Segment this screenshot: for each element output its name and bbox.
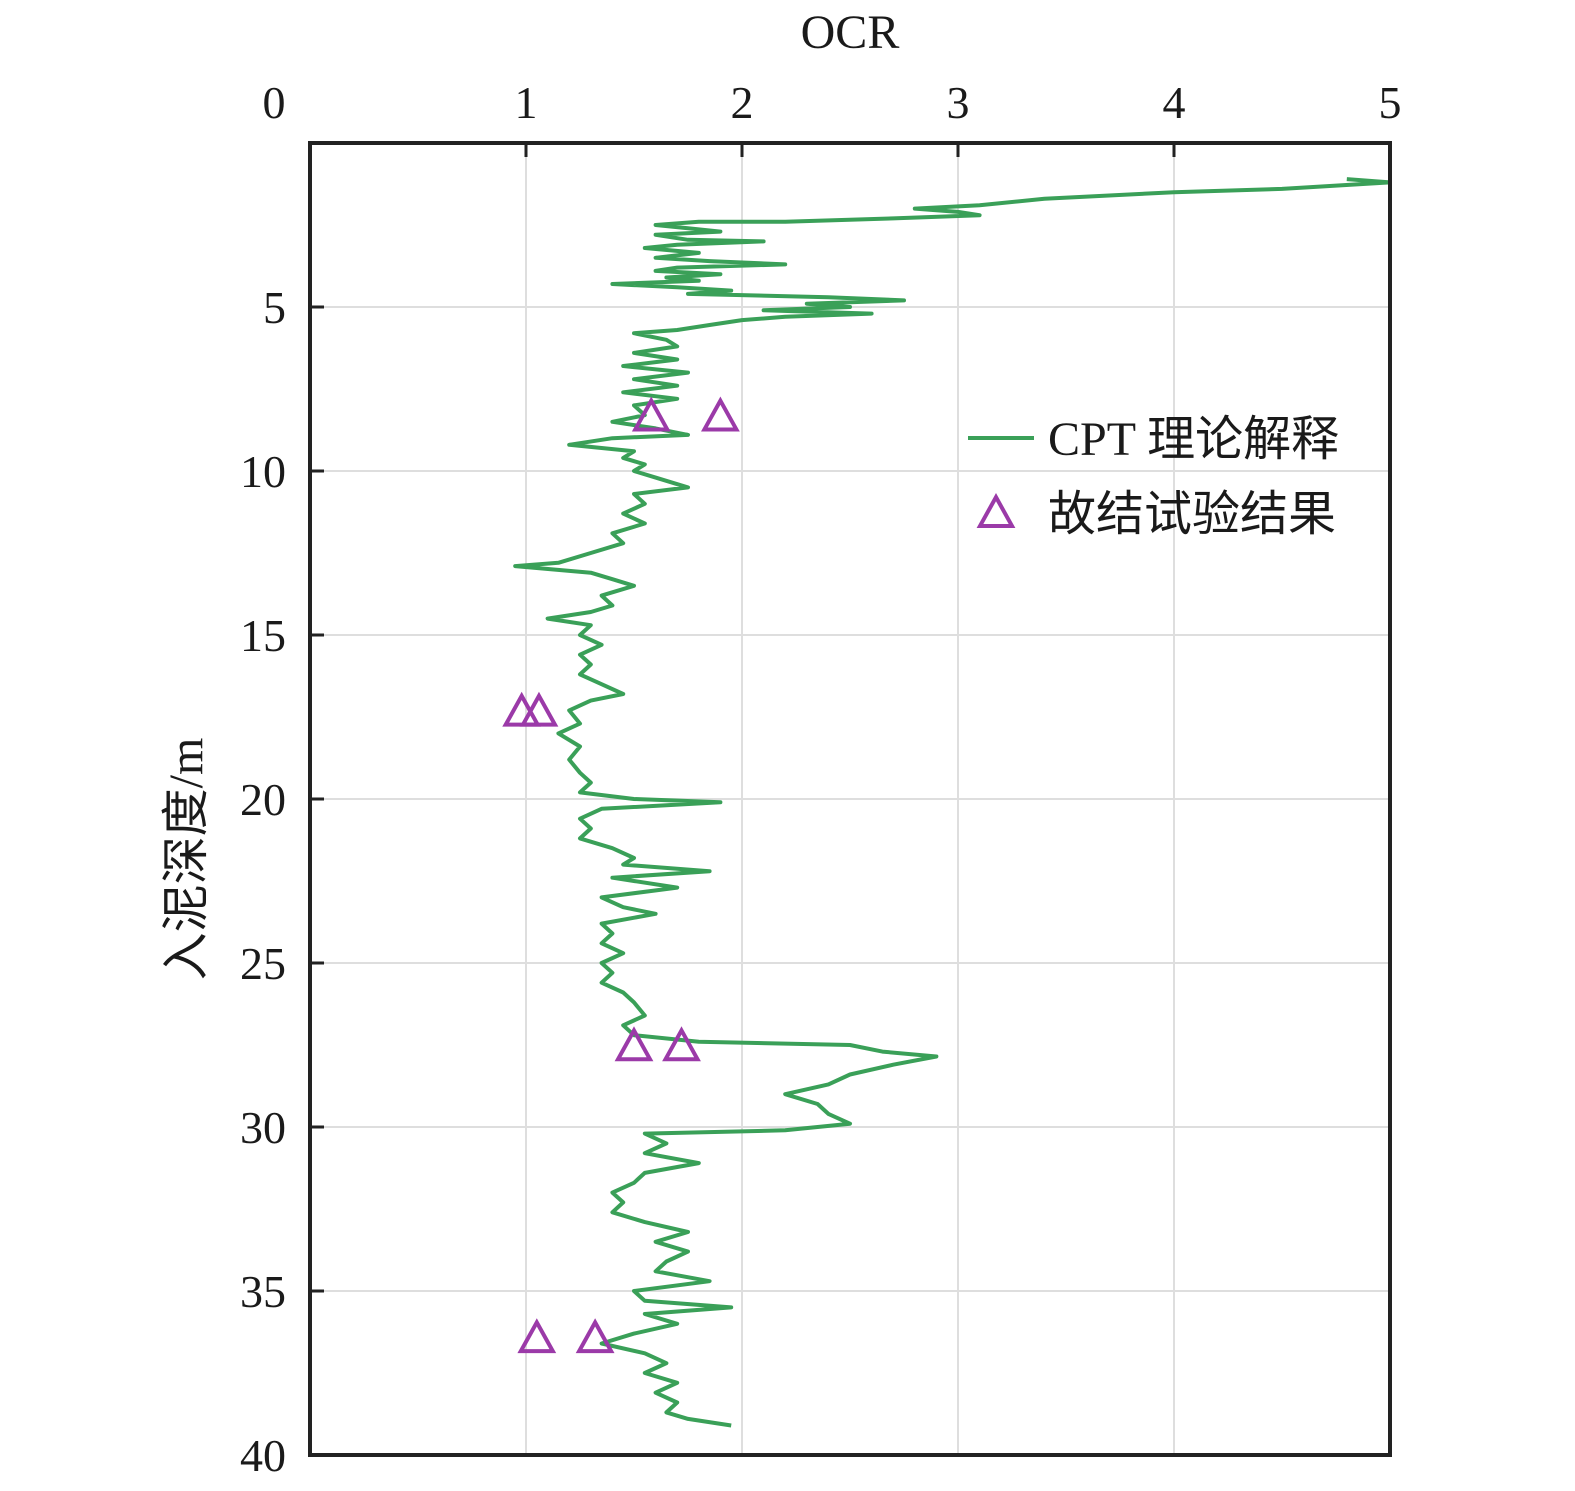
y-tick-label-30: 30 [240,1102,286,1153]
consolidation-marker-0 [631,396,671,432]
y-tick-label-5: 5 [263,282,286,333]
legend-triangle-swatch [976,493,1016,528]
y-axis-ticks: 5 10 15 20 25 30 35 40 [240,282,324,1481]
consolidation-marker-5 [662,1026,701,1062]
y-tick-label-15: 15 [240,610,286,661]
consolidation-marker-4 [614,1026,654,1062]
y-tick-label-10: 10 [240,446,286,497]
x-tick-label-2: 2 [731,77,754,128]
legend: CPT 理论解释 故结试验结果 [968,413,1339,541]
grid-lines [310,143,1390,1455]
x-tick-label-0: 0 [263,77,286,128]
x-tick-label-4: 4 [1163,77,1186,128]
y-tick-label-40: 40 [240,1430,286,1481]
x-tick-label-1: 1 [515,77,538,128]
x-axis-ticks: 0 1 2 3 4 5 [263,77,1402,157]
consolidation-marker-3 [519,691,559,727]
y-axis-title: 入泥深度/m [160,738,213,981]
legend-label-consolidation: 故结试验结果 [1048,488,1336,541]
consolidation-marker-7 [575,1318,615,1354]
consolidation-marker-6 [517,1318,557,1354]
consolidation-markers-group [502,396,740,1354]
y-tick-label-20: 20 [240,774,286,825]
cpt-series-line [513,177,1392,1428]
legend-label-cpt: CPT 理论解释 [1048,413,1339,466]
consolidation-marker-1 [701,396,740,432]
x-tick-label-3: 3 [947,77,970,128]
y-tick-label-25: 25 [240,938,286,989]
y-tick-label-35: 35 [240,1266,286,1317]
cpt-series-line-group [513,177,1392,1428]
x-tick-label-5: 5 [1379,77,1402,128]
x-axis-title: OCR [801,6,900,59]
